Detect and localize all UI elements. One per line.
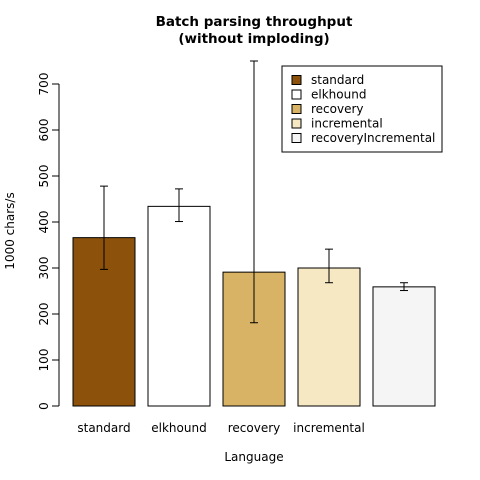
y-tick-label: 400 (37, 211, 51, 234)
y-tick-label: 300 (37, 257, 51, 280)
legend: standardelkhoundrecoveryincrementalrecov… (281, 65, 443, 153)
error-bar-elkhound (175, 188, 183, 223)
legend-swatch (291, 89, 302, 100)
legend-label: recovery (311, 102, 364, 116)
legend-item-incremental: incremental (291, 117, 383, 131)
error-bar-incremental (325, 248, 333, 284)
legend-label: incremental (311, 117, 383, 131)
chart-title-line-1: Batch parsing throughput (156, 14, 353, 30)
chart-title-line-2: (without imploding) (178, 31, 329, 47)
legend-item-elkhound: elkhound (291, 88, 366, 102)
error-bar-recovery (250, 60, 258, 324)
legend-swatch (291, 118, 302, 129)
y-axis-label: 1000 chars/s (3, 192, 17, 269)
bar-incremental (297, 267, 361, 407)
legend-item-recovery: recovery (291, 102, 364, 116)
chart-title: Batch parsing throughput (without implod… (156, 14, 353, 47)
error-bar-standard (100, 185, 108, 270)
y-tick-label: 600 (37, 119, 51, 142)
error-bars (100, 60, 408, 324)
legend-item-standard: standard (291, 73, 364, 87)
x-tick-label-incremental: incremental (293, 421, 365, 435)
legend-box (281, 65, 443, 153)
legend-label: recoveryIncremental (311, 131, 435, 145)
bar-elkhound (147, 205, 211, 407)
x-tick-label-standard: standard (77, 421, 130, 435)
y-tick-label: 700 (37, 73, 51, 96)
legend-label: elkhound (311, 88, 366, 102)
y-tick-label: 200 (37, 303, 51, 326)
x-axis-label: Language (224, 450, 283, 464)
legend-item-recoveryIncremental: recoveryIncremental (291, 131, 435, 145)
legend-swatch (291, 75, 302, 85)
y-tick-label: 0 (37, 402, 51, 410)
legend-label: standard (311, 73, 364, 87)
bar-recoveryIncremental (372, 286, 436, 407)
y-axis: 0 100 200 300 400 500 600 700 (37, 73, 60, 410)
y-tick-label: 100 (37, 349, 51, 372)
y-tick-label: 500 (37, 165, 51, 188)
x-tick-label-recovery: recovery (228, 421, 281, 435)
x-axis-tick-labels: standard elkhound recovery incremental (77, 421, 364, 435)
legend-swatch (291, 104, 302, 114)
legend-swatch (291, 133, 302, 143)
error-bar-recoveryIncremental (400, 282, 408, 292)
x-tick-label-elkhound: elkhound (151, 421, 206, 435)
